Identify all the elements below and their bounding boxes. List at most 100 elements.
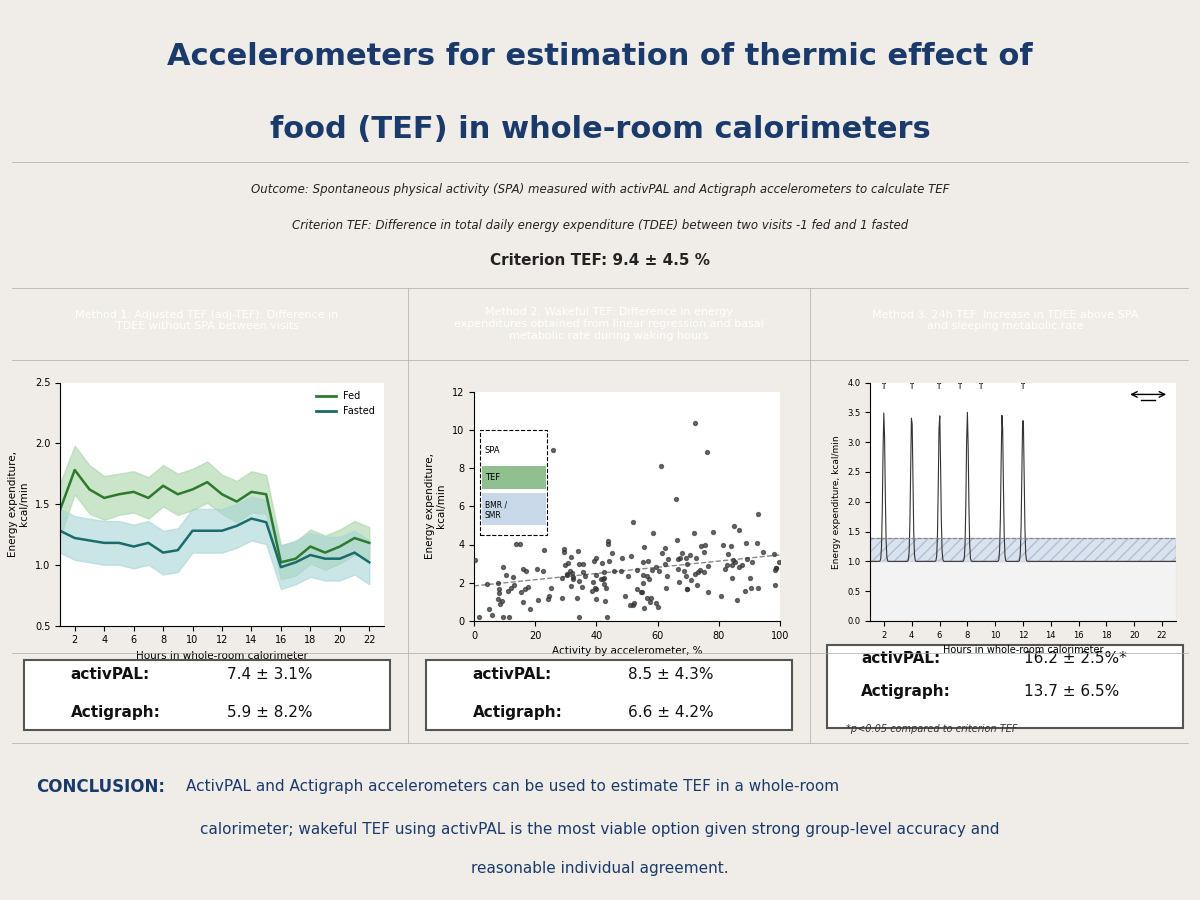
Point [596,581,616,596]
Point [698,585,718,599]
Point [684,526,703,540]
Point [634,576,653,590]
Point [678,581,697,596]
Text: CONCLUSION:: CONCLUSION: [36,778,166,796]
Point [574,565,593,580]
Point [648,600,667,615]
Point [618,569,637,583]
Point [583,575,602,590]
Point [560,564,580,579]
Text: Criterion TEF: Difference in total daily energy expenditure (TDEE) between two v: Criterion TEF: Difference in total daily… [292,219,908,231]
Point [671,551,690,565]
Point [594,572,613,587]
Point [497,568,516,582]
Point [612,551,631,565]
Point [595,593,614,608]
Point [558,556,577,571]
Point [718,558,737,572]
Point [491,598,510,612]
FancyBboxPatch shape [426,661,792,730]
Text: 6.6 ± 4.2%: 6.6 ± 4.2% [629,705,714,720]
Point [586,580,605,595]
Point [712,590,731,604]
Point [634,568,653,582]
Point [631,585,650,599]
Point [558,567,577,581]
Fasted [142,537,156,548]
Point [599,554,618,568]
Point [635,600,654,615]
Text: Actigraph:: Actigraph: [71,705,161,720]
Point [688,578,707,592]
Point [488,576,508,590]
Point [722,557,742,572]
Fasted [97,537,112,548]
Point [668,562,688,576]
Point [680,548,700,562]
Fasted [347,547,361,558]
Bar [481,439,546,463]
Point [766,561,785,575]
Fasted [318,554,332,564]
Point [493,610,512,625]
Point [668,552,688,566]
Fed [142,492,156,503]
Point [521,602,540,616]
Point [570,610,589,625]
Point [637,590,656,605]
Point [605,564,624,579]
Point [642,590,661,605]
Point [616,589,635,603]
Point [582,584,601,598]
Point [574,557,593,572]
Fasted [304,550,318,561]
Text: Method 3: 24h TEF: Increase in TDEE above SPA
and sleeping metabolic rate: Method 3: 24h TEF: Increase in TDEE abov… [872,310,1138,331]
Point [628,581,647,596]
Point [623,515,642,529]
Point [658,569,677,583]
Point [562,550,581,564]
Fasted [332,554,347,564]
Point [544,443,563,457]
Point [534,543,553,557]
Text: ↑: ↑ [1019,382,1027,392]
Point [622,548,641,562]
FancyBboxPatch shape [827,644,1183,728]
Point [646,596,665,610]
Text: SPA: SPA [485,446,500,455]
Text: activPAL:: activPAL: [473,667,552,682]
Text: Actigraph:: Actigraph: [473,705,563,720]
Point [587,592,606,607]
X-axis label: Hours in whole-room calorimeter: Hours in whole-room calorimeter [943,645,1103,655]
Text: TEF: TEF [485,473,500,482]
Point [640,595,659,609]
Fasted [200,526,215,536]
Fasted [53,526,67,536]
Point [628,563,647,578]
Fed [126,486,140,497]
Fasted [274,562,288,572]
Point [490,581,509,596]
Point [634,554,653,569]
Fasted [288,557,302,568]
Point [643,563,662,578]
Point [726,555,745,570]
Fed [318,547,332,558]
Point [722,571,742,585]
Point [749,580,768,595]
Text: ↑: ↑ [936,382,943,392]
Point [514,562,533,576]
Point [488,592,508,607]
Point [552,590,571,605]
Point [515,582,534,597]
Point [599,534,618,548]
FancyBboxPatch shape [24,661,390,730]
Bar [480,430,547,535]
Point [703,525,722,539]
Bar [481,466,546,489]
Legend: Fed, Fasted: Fed, Fasted [312,387,379,420]
Point [602,546,622,561]
Point [691,539,710,554]
Point [748,536,767,551]
Fasted [185,526,199,536]
